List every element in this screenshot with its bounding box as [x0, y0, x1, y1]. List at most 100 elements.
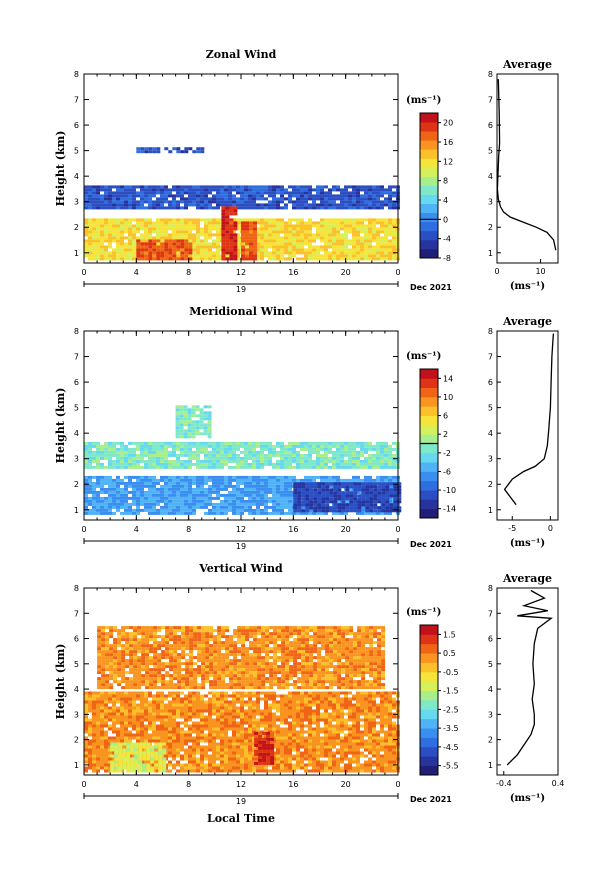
heatmap-cell-2 — [244, 245, 248, 249]
heatmap-cell-0 — [84, 757, 88, 761]
heatmap-cell-0 — [252, 459, 256, 463]
heatmap-cell-0 — [132, 447, 136, 451]
heatmap-cell-0 — [368, 185, 372, 189]
heatmap-cell-4 — [229, 230, 234, 234]
heatmap-cell-0 — [308, 194, 312, 198]
heatmap-cell-1 — [112, 481, 116, 485]
heatmap-cell-2 — [260, 239, 264, 243]
heatmap-cell-0 — [136, 721, 140, 725]
heatmap-cell-0 — [128, 709, 132, 713]
heatmap-cell-0 — [340, 444, 344, 448]
heatmap-cell-3 — [207, 417, 212, 421]
heatmap-cell-2 — [216, 230, 220, 234]
heatmap-cell-0 — [372, 200, 376, 204]
heatmap-cell-0 — [220, 712, 224, 716]
heatmap-cell-1 — [252, 487, 256, 491]
heatmap-cell-2 — [208, 257, 212, 261]
heatmap-cell-2 — [332, 242, 336, 246]
heatmap-cell-0 — [316, 194, 320, 198]
heatmap-cell-2 — [304, 257, 308, 261]
heatmap-cell-0 — [84, 185, 88, 189]
heatmap-cell-0 — [136, 456, 140, 460]
heatmap-cell-0 — [268, 441, 272, 445]
heatmap-cell-2 — [188, 230, 192, 234]
heatmap-cell-2 — [176, 227, 180, 231]
heatmap-cell-2 — [176, 221, 180, 225]
heatmap-cell-0 — [124, 727, 128, 731]
heatmap-cell-3 — [152, 254, 157, 258]
heatmap-cell-2 — [200, 230, 204, 234]
heatmap-cell-0 — [144, 691, 148, 695]
heatmap-cell-2 — [333, 494, 338, 498]
heatmap-cell-0 — [100, 465, 104, 469]
heatmap-cell-0 — [216, 751, 220, 755]
heatmap-cell-0 — [104, 760, 108, 764]
heatmap-cell-0 — [120, 694, 124, 698]
heatmap-cell-0 — [84, 739, 88, 743]
heatmap-cell-2 — [360, 254, 364, 258]
heatmap-cell-1 — [232, 487, 236, 491]
heatmap-cell-0 — [244, 194, 248, 198]
heatmap-cell-0 — [192, 763, 196, 767]
heatmap-cell-0 — [384, 197, 388, 201]
heatmap-cell-0 — [104, 447, 108, 451]
heatmap-cell-0 — [284, 444, 288, 448]
heatmap-cell-2 — [100, 254, 104, 258]
heatmap-cell-0 — [128, 724, 132, 728]
heatmap-cell-0 — [228, 203, 232, 207]
heatmap-cell-0 — [212, 462, 216, 466]
heatmap-cell-2 — [381, 494, 386, 498]
heatmap-cell-2 — [305, 491, 310, 495]
heatmap-cell-2 — [132, 242, 136, 246]
heatmap-cell-0 — [380, 203, 384, 207]
heatmap-cell-2 — [120, 242, 124, 246]
heatmap-cell-2 — [148, 224, 152, 228]
heatmap-cell-1 — [92, 484, 96, 488]
heatmap-cell-0 — [104, 736, 108, 740]
heatmap-cell-2 — [340, 248, 344, 252]
heatmap-cell-0 — [304, 459, 308, 463]
heatmap-cell-1 — [140, 481, 144, 485]
heatmap-cell-2 — [324, 224, 328, 228]
heatmap-cell-0 — [268, 453, 272, 457]
heatmap-cell-1 — [284, 487, 288, 491]
heatmap-cell-1 — [208, 487, 212, 491]
heatmap-cell-0 — [320, 206, 324, 210]
heatmap-cell-1 — [220, 502, 224, 506]
heatmap-cell-2 — [317, 509, 322, 513]
heatmap-cell-2 — [397, 497, 402, 501]
heatmap-cell-0 — [268, 188, 272, 192]
heatmap-cell-0 — [160, 450, 164, 454]
heatmap-cell-2 — [324, 227, 328, 231]
heatmap-cell-2 — [236, 239, 240, 243]
heatmap-cell-0 — [224, 763, 228, 767]
heatmap-cell-2 — [132, 230, 136, 234]
heatmap-cell-0 — [336, 203, 340, 207]
heatmap-cell-2 — [300, 257, 304, 261]
heatmap-cell-2 — [356, 245, 360, 249]
heatmap-cell-1 — [236, 475, 240, 479]
heatmap-cell-0 — [272, 462, 276, 466]
heatmap-cell-2 — [332, 221, 336, 225]
heatmap-cell-2 — [308, 251, 312, 255]
heatmap-cell-0 — [332, 441, 336, 445]
heatmap-cell-2 — [312, 257, 316, 261]
heatmap-cell-2 — [280, 230, 284, 234]
heatmap-cell-2 — [88, 227, 92, 231]
heatmap-cell-0 — [216, 444, 220, 448]
heatmap-cell-0 — [100, 197, 104, 201]
heatmap-cell-2 — [364, 224, 368, 228]
heatmap-cell-5 — [249, 242, 253, 246]
heatmap-cell-0 — [316, 447, 320, 451]
heatmap-cell-2 — [236, 233, 240, 237]
heatmap-cell-0 — [140, 185, 144, 189]
heatmap-cell-0 — [180, 444, 184, 448]
heatmap-cell-3 — [184, 242, 189, 246]
heatmap-cell-2 — [369, 491, 374, 495]
heatmap-cell-2 — [308, 257, 312, 261]
heatmap-cell-1 — [268, 478, 272, 482]
heatmap-cell-0 — [156, 706, 160, 710]
heatmap-cell-2 — [164, 218, 168, 222]
heatmap-cell-0 — [184, 709, 188, 713]
heatmap-cell-0 — [116, 730, 120, 734]
